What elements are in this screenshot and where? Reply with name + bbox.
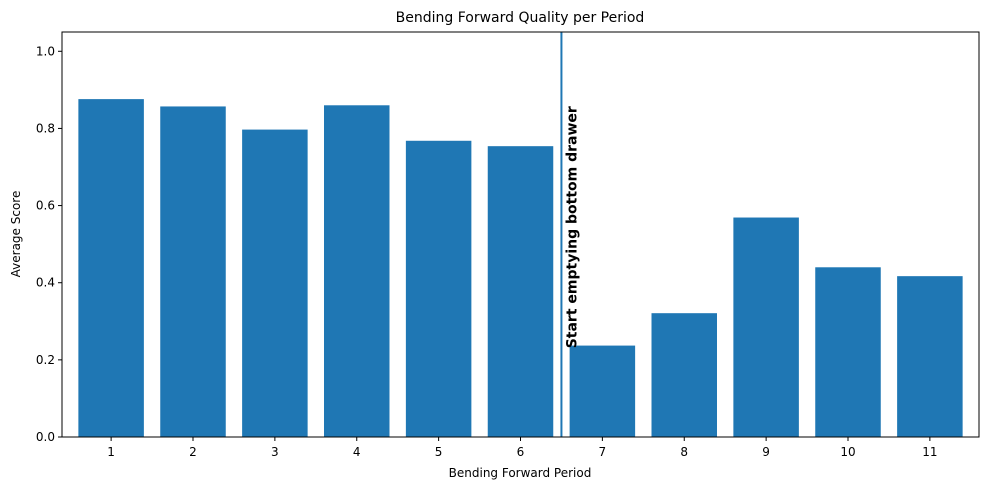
x-axis-label: Bending Forward Period	[449, 466, 592, 480]
x-tick-label: 7	[599, 445, 607, 459]
bars-group	[78, 99, 963, 438]
plot-frame	[61, 31, 980, 438]
bar-3	[242, 129, 308, 438]
y-tick-label: 0.6	[36, 199, 55, 213]
bar-9	[733, 217, 799, 437]
x-tick-label: 4	[353, 445, 361, 459]
chart-title: Bending Forward Quality per Period	[396, 10, 645, 26]
x-tick-label: 1	[107, 445, 115, 459]
y-tick-label: 0.0	[36, 430, 55, 444]
x-tick-label: 2	[189, 445, 197, 459]
bar-8	[651, 313, 717, 437]
x-tick-label: 3	[271, 445, 279, 459]
bar-5	[405, 140, 472, 437]
x-tick-label: 11	[922, 445, 937, 459]
bar-7	[569, 345, 636, 437]
y-tick-label: 0.4	[36, 276, 55, 290]
x-tick-label: 9	[762, 445, 770, 459]
annotation-text: Start emptying bottom drawer	[564, 106, 580, 348]
x-ticks: 1 2 3 4 5 6 7 8 9 10 11	[107, 437, 938, 459]
y-axis-label: Average Score	[9, 191, 23, 278]
bar-2	[160, 106, 226, 437]
x-tick-label: 6	[517, 445, 525, 459]
x-tick-label: 10	[840, 445, 855, 459]
bar-6	[487, 146, 554, 437]
y-tick-label: 0.8	[36, 121, 55, 135]
bar-11	[897, 276, 963, 437]
x-tick-label: 5	[435, 445, 443, 459]
bar-1	[78, 99, 144, 437]
y-tick-label: 0.2	[36, 353, 55, 367]
bar-10	[815, 267, 881, 437]
bar-4	[324, 105, 390, 438]
y-ticks: 0.0 0.2 0.4 0.6 0.8 1.0	[36, 44, 62, 444]
annotation-group: Start emptying bottom drawer	[560, 32, 580, 437]
y-tick-label: 1.0	[36, 44, 55, 58]
x-tick-label: 8	[680, 445, 688, 459]
